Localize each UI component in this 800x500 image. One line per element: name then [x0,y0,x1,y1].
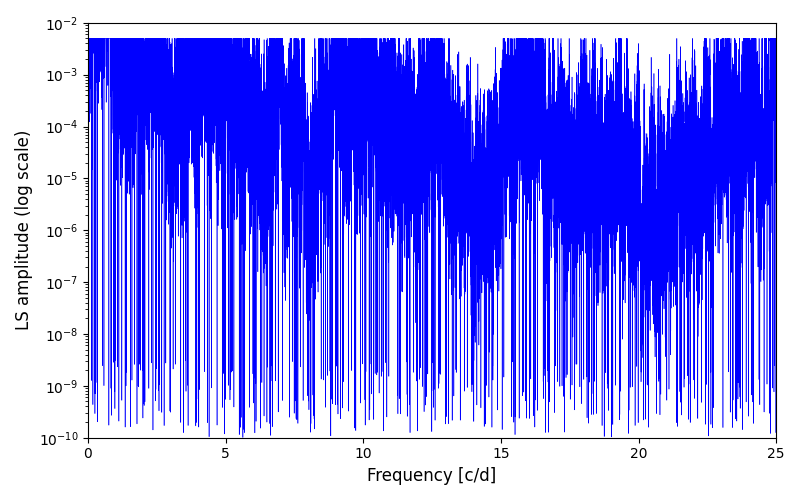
Y-axis label: LS amplitude (log scale): LS amplitude (log scale) [15,130,33,330]
X-axis label: Frequency [c/d]: Frequency [c/d] [367,467,497,485]
